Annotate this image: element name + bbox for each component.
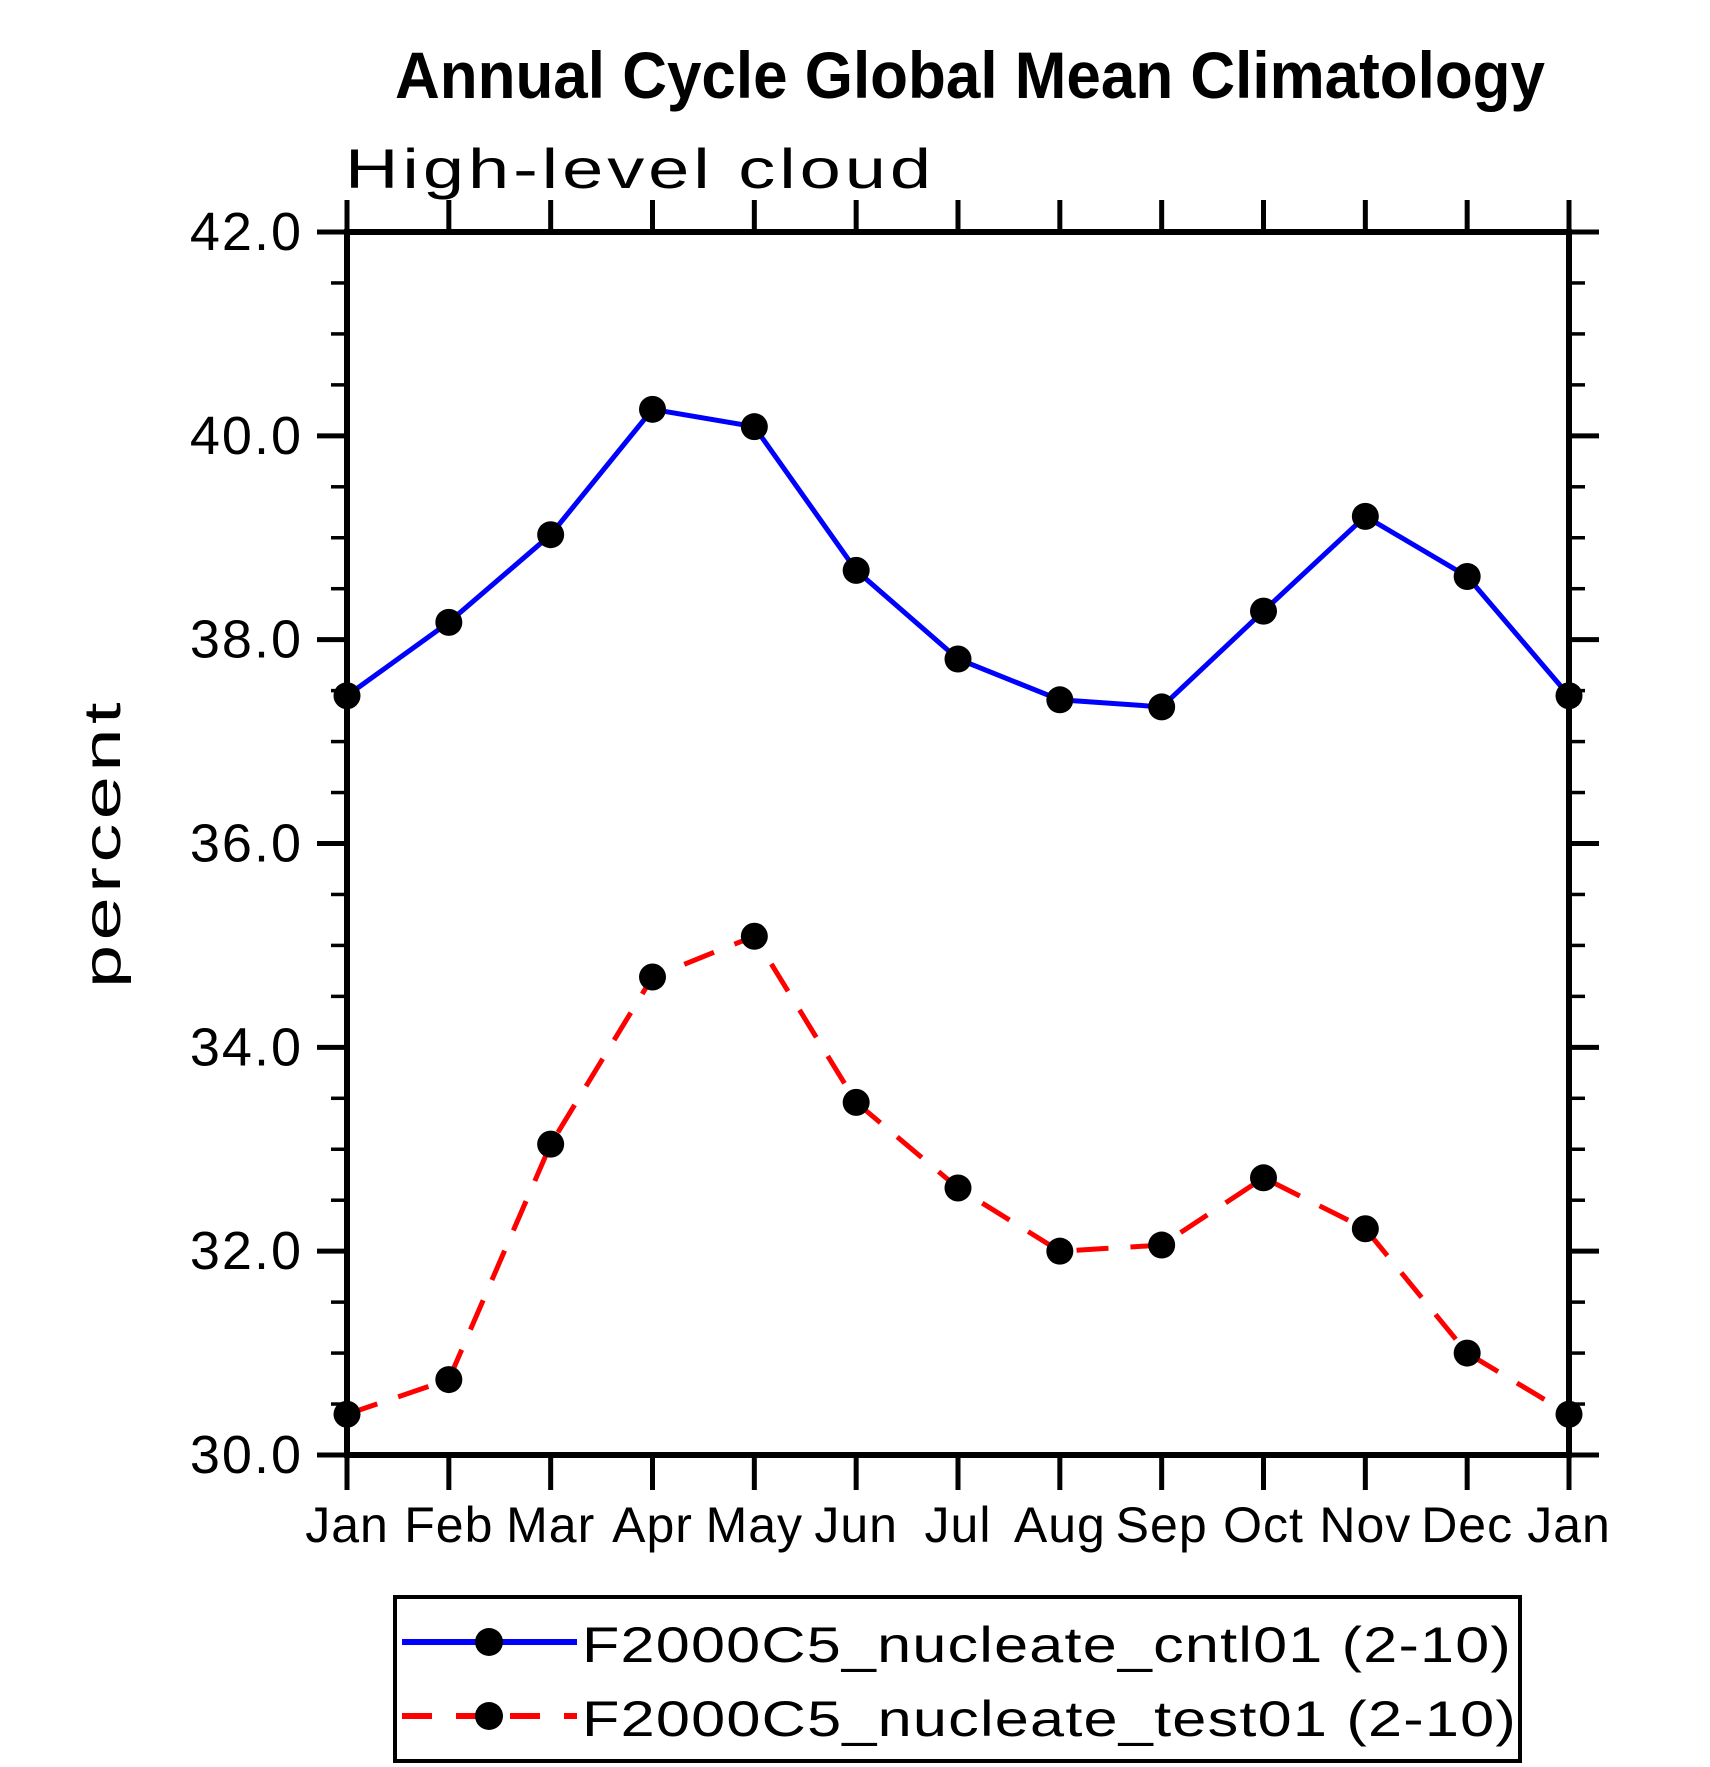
month-label: Jan [305, 1497, 389, 1553]
month-label: Feb [404, 1497, 493, 1553]
data-point-marker [639, 963, 666, 991]
legend-entry-cntl01: F2000C5_nucleate_cntl01 (2-10) [402, 1617, 1512, 1673]
legend-entry-test01: F2000C5_nucleate_test01 (2-10) [402, 1691, 1517, 1747]
data-point-marker [1046, 686, 1074, 714]
y-tick-label: 32.0 [190, 1221, 303, 1281]
month-label: Sep [1116, 1497, 1208, 1553]
legend-marker-dot [475, 1702, 503, 1730]
data-point-marker [1351, 1215, 1379, 1243]
y-axis-ticks [317, 229, 1599, 1458]
data-point-marker [944, 1174, 972, 1202]
data-point-marker [1453, 1339, 1481, 1367]
month-label: Jan [1527, 1497, 1611, 1553]
month-label: Apr [612, 1497, 693, 1553]
data-point-marker [842, 556, 870, 584]
y-tick-label: 30.0 [190, 1425, 303, 1485]
plot-series [333, 395, 1583, 1428]
y-tick-label: 38.0 [190, 610, 303, 670]
data-point-marker [537, 521, 565, 549]
data-point-marker [740, 922, 768, 950]
chart-subtitle: High-level cloud [345, 137, 935, 200]
legend-box [393, 1595, 1522, 1763]
data-point-marker [1351, 502, 1379, 530]
data-point-marker [1148, 693, 1176, 721]
month-label: Mar [506, 1497, 595, 1553]
data-point-marker [639, 395, 666, 423]
y-tick-labels: 30.0 32.0 34.0 36.0 38.0 40.0 42.0 [190, 202, 303, 1485]
data-point-marker [435, 608, 463, 636]
data-point-marker [1148, 1231, 1176, 1259]
data-point-marker [842, 1088, 870, 1116]
month-label: Jun [814, 1497, 898, 1553]
chart-title: Annual Cycle Global Mean Climatology [395, 38, 1545, 112]
data-point-marker [537, 1130, 565, 1158]
legend: F2000C5_nucleate_cntl01 (2-10) F2000C5_n… [393, 1595, 1522, 1763]
y-tick-label: 40.0 [190, 406, 303, 466]
data-point-marker [435, 1366, 463, 1394]
x-axis-ticks [344, 200, 1572, 1490]
legend-label-cntl01: F2000C5_nucleate_cntl01 (2-10) [582, 1617, 1512, 1673]
data-point-marker [1046, 1237, 1074, 1265]
month-label: May [706, 1497, 803, 1553]
data-point-marker [1453, 562, 1481, 590]
legend-marker-dot [475, 1628, 503, 1656]
month-label: Nov [1319, 1497, 1411, 1553]
month-label: Dec [1421, 1497, 1513, 1553]
month-label: Aug [1014, 1497, 1106, 1553]
month-label: Oct [1223, 1497, 1304, 1553]
data-point-marker [1250, 1164, 1277, 1192]
data-point-marker [1250, 597, 1277, 625]
x-tick-labels: Jan Feb Mar Apr May Jun Jul Aug Sep Oct Nov Dec Jan [305, 1497, 1611, 1553]
plot-frame [344, 229, 1572, 1458]
y-tick-label: 34.0 [190, 1017, 303, 1077]
month-label: Jul [925, 1497, 992, 1553]
y-tick-label: 36.0 [190, 814, 303, 874]
y-axis-label: percent [74, 698, 132, 988]
y-tick-label: 42.0 [190, 202, 303, 262]
legend-label-test01: F2000C5_nucleate_test01 (2-10) [582, 1691, 1517, 1747]
data-point-marker [944, 645, 972, 673]
data-point-marker [740, 413, 768, 441]
